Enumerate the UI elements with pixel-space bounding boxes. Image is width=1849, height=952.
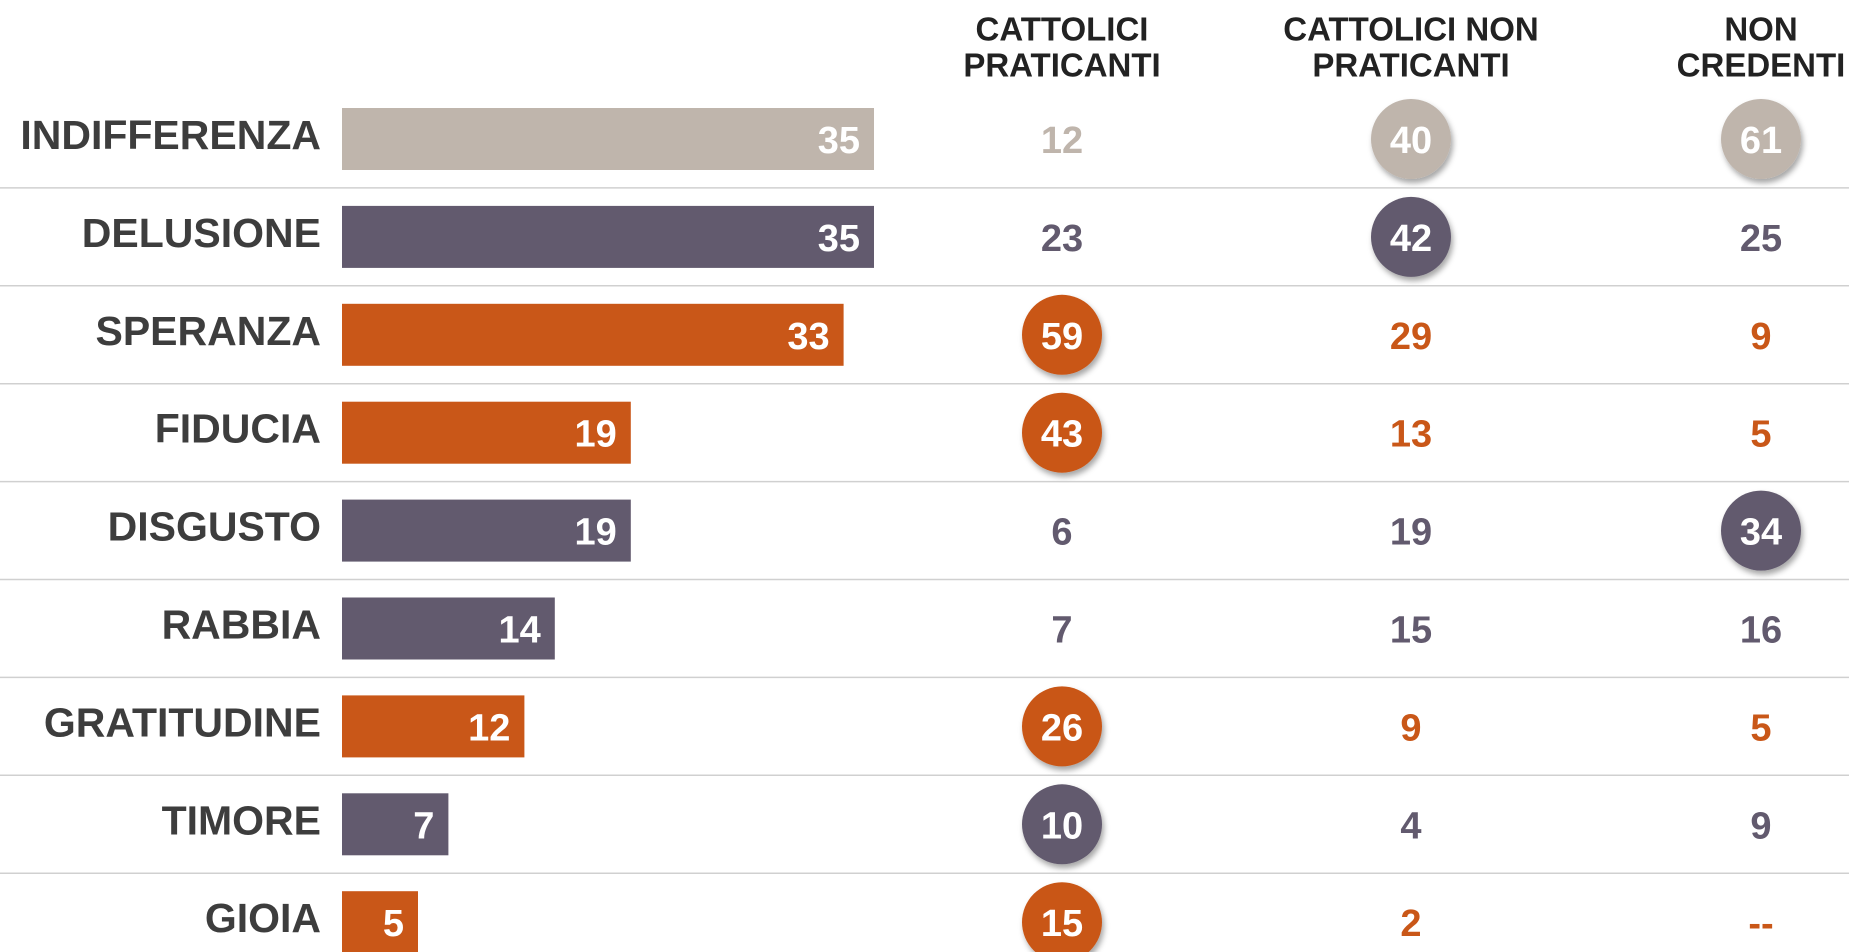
bar bbox=[342, 401, 631, 464]
bar-value-label: 35 bbox=[818, 218, 860, 260]
bar-value-label: 19 bbox=[575, 414, 617, 456]
bar-value-label: 33 bbox=[787, 316, 829, 358]
column-header: NON bbox=[1724, 11, 1797, 48]
highlight-circle bbox=[1371, 196, 1451, 277]
cell-value: 40 bbox=[1390, 120, 1432, 162]
cell-value: 9 bbox=[1400, 707, 1421, 749]
cell-value: 26 bbox=[1041, 707, 1083, 749]
column-header: CATTOLICI bbox=[976, 11, 1149, 48]
category-label: RABBIA bbox=[162, 602, 321, 648]
cell-value: -- bbox=[1748, 903, 1773, 945]
category-label: DELUSIONE bbox=[82, 210, 321, 256]
column-header: PRATICANTI bbox=[1312, 47, 1509, 84]
cell-value: 9 bbox=[1750, 805, 1771, 847]
highlight-circle bbox=[1022, 294, 1102, 375]
bar bbox=[342, 793, 449, 856]
cell-value: 6 bbox=[1051, 512, 1072, 554]
highlight-circle bbox=[1022, 686, 1102, 767]
cell-value: 59 bbox=[1041, 316, 1083, 358]
column-header: CATTOLICI NON bbox=[1283, 11, 1538, 48]
bar bbox=[342, 499, 631, 562]
bar-value-label: 12 bbox=[468, 707, 510, 749]
cell-value: 10 bbox=[1041, 805, 1083, 847]
bar-value-label: 14 bbox=[499, 610, 541, 652]
column-header: PRATICANTI bbox=[963, 47, 1160, 84]
bar-value-label: 19 bbox=[575, 512, 617, 554]
cell-value: 43 bbox=[1041, 414, 1083, 456]
cell-value: 61 bbox=[1740, 120, 1782, 162]
cell-value: 25 bbox=[1740, 218, 1782, 260]
category-label: DISGUSTO bbox=[108, 504, 321, 550]
bar-value-label: 5 bbox=[383, 903, 404, 945]
category-label: GIOIA bbox=[205, 895, 321, 941]
bar bbox=[342, 205, 874, 268]
cell-value: 23 bbox=[1041, 218, 1083, 260]
cell-value: 4 bbox=[1400, 805, 1421, 847]
cell-value: 42 bbox=[1390, 218, 1432, 260]
bar-value-label: 7 bbox=[413, 805, 434, 847]
cell-value: 15 bbox=[1041, 903, 1083, 945]
column-header: CREDENTI bbox=[1677, 47, 1846, 84]
cell-value: 16 bbox=[1740, 610, 1782, 652]
bar bbox=[342, 891, 418, 952]
bar-value-label: 35 bbox=[818, 120, 860, 162]
category-label: TIMORE bbox=[162, 797, 321, 843]
cell-value: 7 bbox=[1051, 610, 1072, 652]
cell-value: 34 bbox=[1740, 512, 1782, 554]
category-label: GRATITUDINE bbox=[44, 699, 321, 745]
cell-value: 9 bbox=[1750, 316, 1771, 358]
highlight-circle bbox=[1721, 99, 1801, 179]
cell-value: 29 bbox=[1390, 316, 1432, 358]
cell-value: 5 bbox=[1750, 414, 1771, 456]
bar bbox=[342, 303, 844, 366]
bar bbox=[342, 597, 555, 660]
cell-value: 19 bbox=[1390, 512, 1432, 554]
bar bbox=[342, 695, 525, 758]
cell-value: 15 bbox=[1390, 610, 1432, 652]
category-label: SPERANZA bbox=[95, 308, 321, 354]
cell-value: 2 bbox=[1400, 903, 1421, 945]
highlight-circle bbox=[1022, 882, 1102, 952]
highlight-circle bbox=[1371, 99, 1451, 179]
cell-value: 13 bbox=[1390, 414, 1432, 456]
highlight-circle bbox=[1022, 392, 1102, 473]
bar bbox=[342, 108, 874, 170]
cell-value: 12 bbox=[1041, 120, 1083, 162]
highlight-circle bbox=[1721, 490, 1801, 571]
cell-value: 5 bbox=[1750, 707, 1771, 749]
category-label: FIDUCIA bbox=[155, 406, 321, 452]
highlight-circle bbox=[1022, 784, 1102, 865]
category-label: INDIFFERENZA bbox=[20, 112, 321, 158]
